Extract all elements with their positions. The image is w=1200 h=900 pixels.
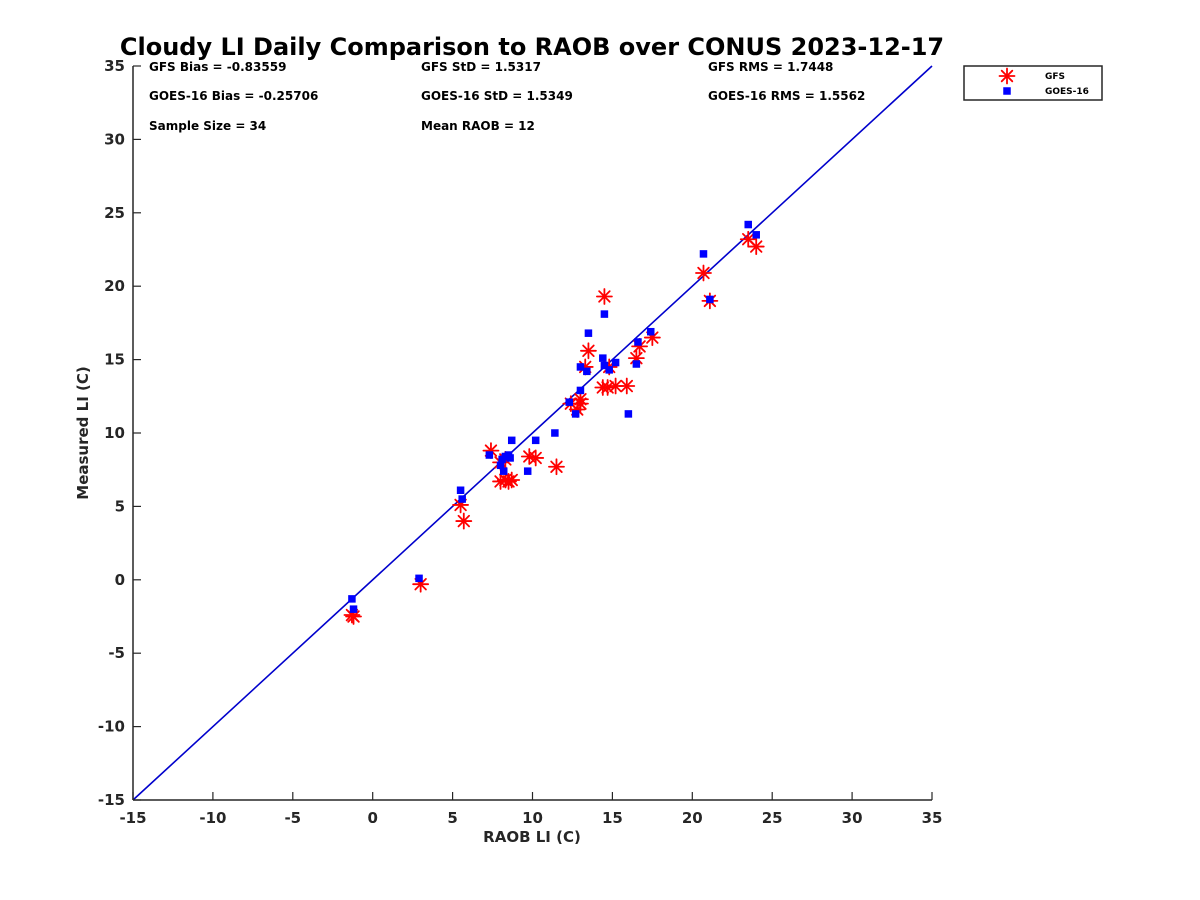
y-tick-label: -10 <box>98 718 125 736</box>
goes16-point <box>456 486 465 495</box>
x-tick-label: 0 <box>367 809 377 827</box>
goes16-point <box>504 451 513 459</box>
goes16-point <box>498 455 506 464</box>
goes16-point <box>496 461 505 470</box>
x-tick-label: 15 <box>602 809 623 827</box>
stat-text: GOES-16 StD = 1.5349 <box>421 89 573 103</box>
y-axis-label: Measured LI (C) <box>74 366 92 499</box>
stat-text: GFS RMS = 1.7448 <box>708 60 833 74</box>
x-tick-label: 30 <box>842 809 863 827</box>
x-tick-label: 10 <box>522 809 543 827</box>
gfs-point <box>572 390 589 408</box>
gfs-point <box>527 449 545 467</box>
goes16-point <box>507 436 516 445</box>
legend-entry-label: GOES-16 <box>1045 87 1089 97</box>
x-tick-label: 20 <box>682 809 703 827</box>
y-tick-label: 0 <box>115 571 125 589</box>
goes16-point <box>632 360 641 368</box>
goes16-point <box>752 231 760 239</box>
gfs-point <box>580 342 597 360</box>
goes16-point <box>744 220 752 229</box>
axes: -15 -10 -5 0 5 10 15 20 25 30 35 -15 -10 -5 0 5 10 15 20 25… <box>98 57 943 827</box>
chart-title: Cloudy LI Daily Comparison to RAOB over … <box>120 33 944 61</box>
stat-text: GOES-16 RMS = 1.5562 <box>708 89 865 103</box>
goes16-point <box>584 329 593 337</box>
goes16-point <box>349 605 358 613</box>
goes16-point <box>706 295 714 304</box>
gfs-point <box>503 471 521 489</box>
goes16-point <box>551 429 559 437</box>
y-tick-label: 20 <box>104 277 125 295</box>
goes16-point <box>634 338 642 346</box>
goes16-point <box>576 363 585 371</box>
goes16-point <box>531 436 540 445</box>
goes16-point <box>611 358 620 367</box>
one-to-one-line <box>132 65 933 801</box>
y-tick-label: -5 <box>108 644 125 662</box>
goes16-point <box>576 386 585 395</box>
y-tick-label: 35 <box>104 57 125 75</box>
x-tick-label: -5 <box>284 809 301 827</box>
gfs-point <box>747 238 765 255</box>
goes16-point <box>415 574 423 583</box>
gfs-point <box>618 377 636 395</box>
legend-box <box>963 65 1103 101</box>
stat-text: GFS Bias = -0.83559 <box>149 60 286 74</box>
x-tick-label: -10 <box>199 809 226 827</box>
x-tick-label: 5 <box>447 809 457 827</box>
goes16-point <box>647 327 655 336</box>
goes16-point <box>583 367 591 376</box>
legend-gfs-marker <box>998 67 1016 85</box>
goes16-point <box>348 595 356 603</box>
goes16-point <box>458 495 466 503</box>
gfs-point <box>695 264 712 282</box>
legend: GFS GOES-16 <box>963 65 1103 101</box>
one-to-one-line-group <box>132 65 933 801</box>
legend-entry-label: GFS <box>1045 72 1065 82</box>
x-tick-label: 25 <box>762 809 783 827</box>
goes16-point <box>571 410 580 418</box>
goes16-point <box>624 410 633 418</box>
y-tick-label: 5 <box>115 497 125 515</box>
goes16-point <box>565 398 574 406</box>
stats-block: GFS Bias = -0.83559 GFS StD = 1.5317 GFS R… <box>149 60 865 133</box>
goes16-point <box>499 467 508 475</box>
goes16-point <box>523 467 532 475</box>
goes16-point <box>600 361 609 370</box>
legend-goes16-marker <box>1003 87 1011 95</box>
gfs-point <box>596 288 613 305</box>
stat-text: Mean RAOB = 12 <box>421 119 535 133</box>
x-tick-label: -15 <box>119 809 146 827</box>
y-tick-label: 10 <box>104 424 125 442</box>
y-tick-label: -15 <box>98 791 125 809</box>
goes16-point <box>699 250 708 258</box>
stat-text: GFS StD = 1.5317 <box>421 60 541 74</box>
gfs-point <box>548 458 565 476</box>
x-axis-label: RAOB LI (C) <box>483 828 581 846</box>
goes16-point <box>600 310 609 318</box>
x-tick-label: 35 <box>922 809 943 827</box>
goes16-point <box>599 354 607 362</box>
data-points <box>343 220 765 625</box>
y-tick-label: 30 <box>104 130 125 148</box>
y-tick-label: 25 <box>104 204 125 222</box>
stat-text: Sample Size = 34 <box>149 119 266 133</box>
gfs-point <box>455 512 473 530</box>
stat-text: GOES-16 Bias = -0.25706 <box>149 89 318 103</box>
y-tick-label: 15 <box>104 351 125 369</box>
gfs-point <box>599 379 617 396</box>
goes16-point <box>605 366 613 374</box>
goes16-point <box>485 451 494 459</box>
